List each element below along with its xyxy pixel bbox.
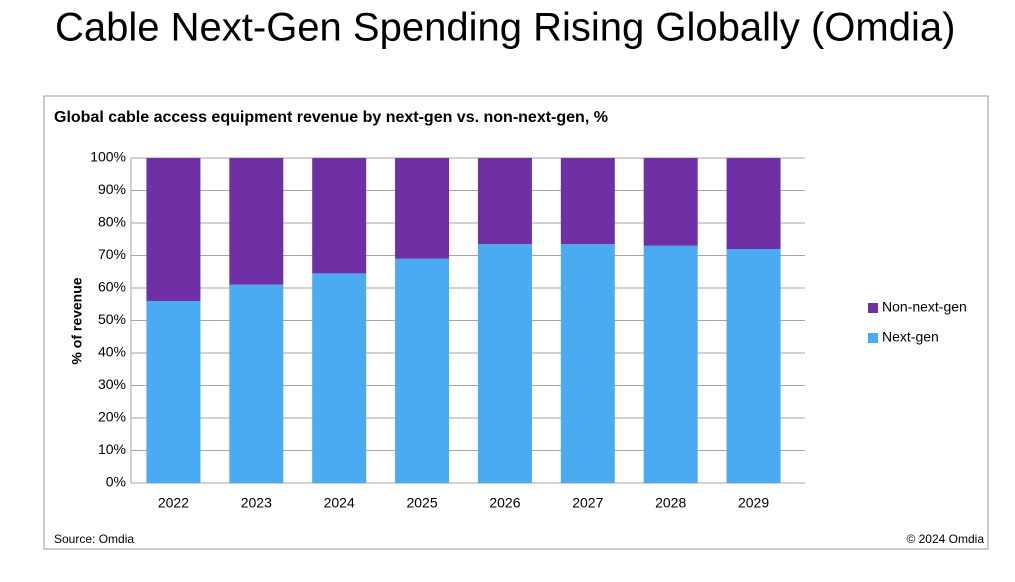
x-tick-label: 2029 — [738, 495, 769, 511]
bar-segment — [726, 249, 781, 483]
y-tick-label: 60% — [98, 279, 126, 295]
y-tick-label: 30% — [98, 376, 126, 392]
x-tick-label: 2023 — [241, 495, 272, 511]
x-tick-label: 2028 — [655, 495, 686, 511]
bar-segment — [229, 158, 284, 285]
bar-segment — [643, 158, 698, 246]
bar-segment — [726, 158, 781, 249]
bar-segment — [560, 244, 615, 483]
x-tick-label: 2024 — [324, 495, 355, 511]
legend-label: Next-gen — [882, 329, 939, 345]
y-tick-label: 100% — [90, 149, 126, 165]
bar-segment — [146, 158, 201, 301]
legend-swatch — [868, 303, 878, 313]
bar-segment — [477, 158, 532, 245]
bar-segment — [395, 258, 450, 483]
bar-segment — [395, 158, 450, 259]
bar-segment — [146, 301, 201, 483]
source: Source: Omdia — [54, 532, 134, 546]
legend-label: Non-next-gen — [882, 299, 967, 315]
x-tick-label: 2025 — [406, 495, 437, 511]
y-tick-label: 20% — [98, 409, 126, 425]
bar-segment — [560, 158, 615, 245]
y-axis-label: % of revenue — [69, 277, 85, 364]
y-tick-label: 10% — [98, 441, 126, 457]
chart-title: Global cable access equipment revenue by… — [54, 109, 608, 126]
y-tick-label: 90% — [98, 181, 126, 197]
x-tick-label: 2022 — [158, 495, 189, 511]
bar-segment — [312, 273, 367, 483]
y-tick-label: 80% — [98, 214, 126, 230]
bar-segment — [643, 245, 698, 483]
y-tick-label: 40% — [98, 344, 126, 360]
y-tick-label: 50% — [98, 311, 126, 327]
copyright: © 2024 Omdia — [906, 532, 984, 546]
y-tick-label: 0% — [106, 474, 126, 490]
x-tick-label: 2027 — [572, 495, 603, 511]
bar-segment — [229, 284, 284, 483]
slide-title: Cable Next-Gen Spending Rising Globally … — [55, 6, 955, 50]
y-tick-label: 70% — [98, 246, 126, 262]
bar-segment — [477, 244, 532, 483]
x-tick-label: 2026 — [489, 495, 520, 511]
legend-swatch — [868, 333, 878, 343]
bar-segment — [312, 158, 367, 274]
